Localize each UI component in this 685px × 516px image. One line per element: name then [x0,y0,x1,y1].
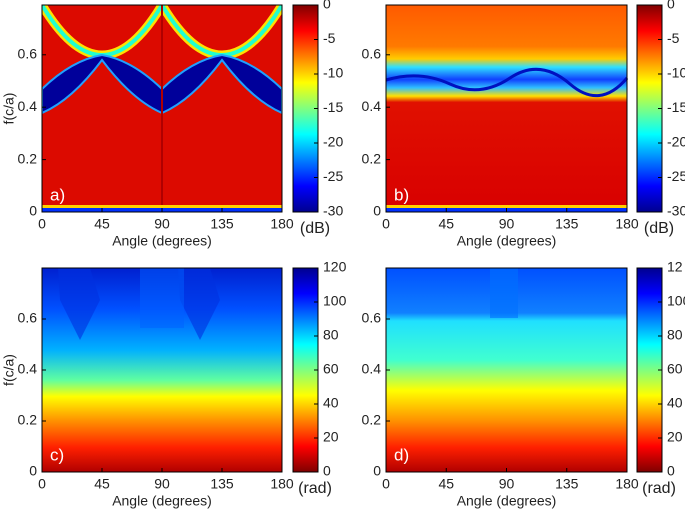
colorbar-tick-label: 0 [323,0,331,12]
colorbar-tick-label: -15 [323,99,343,115]
y-axis-label: f(c/a) [1,93,17,125]
colorbar-tick-label: 0 [667,0,675,12]
x-axis-label: Angle (degrees) [112,493,212,509]
y-tick-label: 0.4 [18,361,38,377]
x-tick-label: 45 [94,216,110,232]
x-tick-label: 0 [38,476,46,492]
colorbar-tick-label: 20 [667,429,683,445]
colorbar-tick-label: -30 [667,203,685,219]
colorbar-tick-label: 40 [323,395,339,411]
x-tick-label: 90 [154,476,170,492]
x-axis-label: Angle (degrees) [112,233,212,249]
colorbar-tick-label: 40 [667,395,683,411]
heatmap-image [42,268,282,472]
y-tick-label: 0.2 [362,412,382,428]
colorbar-tick-label: -10 [323,65,343,81]
x-axis-label: Angle (degrees) [457,233,557,249]
y-tick-label: 0.2 [18,150,38,166]
x-tick-label: 45 [438,476,454,492]
panel-label: d) [394,445,409,464]
x-tick-label: 90 [499,216,515,232]
y-tick-label: 0.2 [18,412,38,428]
x-axis-label: Angle (degrees) [457,493,557,509]
colorbar-tick-label: 12 [667,259,683,275]
colorbar-unit: (rad) [642,480,676,497]
y-tick-label: 0.6 [18,310,38,326]
x-tick-label: 90 [154,216,170,232]
x-tick-label: 135 [555,476,579,492]
y-tick-label: 0.6 [362,45,382,61]
x-tick-label: 180 [270,216,294,232]
x-tick-label: 90 [499,476,515,492]
x-tick-label: 135 [210,476,234,492]
x-tick-label: 45 [438,216,454,232]
y-axis-label: f(c/a) [1,354,17,386]
colorbar [636,267,663,473]
y-tick-label: 0.6 [18,45,38,61]
x-tick-label: 45 [94,476,110,492]
y-tick-label: 0.2 [362,150,382,166]
colorbar-tick-label: 0 [323,463,331,479]
colorbar-unit: (dB) [300,220,330,237]
colorbar-tick-label: -25 [323,168,343,184]
colorbar-tick-label: 100 [323,293,347,309]
y-tick-label: 0 [29,463,37,479]
colorbar-tick-label: 120 [323,259,347,275]
y-tick-label: 0.4 [362,361,382,377]
y-tick-label: 0.4 [362,98,382,114]
panel-label: c) [50,445,64,464]
colorbar [292,4,319,213]
y-tick-label: 0.4 [18,98,38,114]
colorbar-tick-label: -10 [667,65,685,81]
x-tick-label: 180 [615,216,639,232]
colorbar-tick-label: 0 [667,463,675,479]
colorbar-tick-label: 20 [323,429,339,445]
x-tick-label: 0 [382,476,390,492]
x-tick-label: 180 [615,476,639,492]
colorbar-tick-label: 100 [667,293,685,309]
panel-label: b) [394,185,409,204]
colorbar-tick-label: 80 [323,327,339,343]
colorbar-tick-label: -5 [667,30,680,46]
x-tick-label: 0 [382,216,390,232]
y-tick-label: 0 [373,463,381,479]
x-tick-label: 180 [270,476,294,492]
y-tick-label: 0.6 [362,310,382,326]
colorbar-unit: (dB) [644,220,674,237]
y-tick-label: 0 [373,203,381,219]
panel-label: a) [50,185,65,204]
x-tick-label: 135 [555,216,579,232]
colorbar-tick-label: -20 [323,134,343,150]
colorbar-tick-label: -15 [667,99,685,115]
y-tick-label: 0 [29,203,37,219]
colorbar [292,267,319,473]
heatmap-image [386,268,627,472]
colorbar-tick-label: 80 [667,327,683,343]
colorbar-tick-label: 60 [323,361,339,377]
x-tick-label: 0 [38,216,46,232]
colorbar-tick-label: 60 [667,361,683,377]
colorbar-tick-label: -25 [667,168,685,184]
colorbar-tick-label: -5 [323,30,336,46]
colorbar-tick-label: -20 [667,134,685,150]
x-tick-label: 135 [210,216,234,232]
colorbar [636,4,663,213]
colorbar-tick-label: -30 [323,203,343,219]
heatmap-image [42,5,282,212]
heatmap-image [385,5,629,212]
colorbar-unit: (rad) [298,480,332,497]
